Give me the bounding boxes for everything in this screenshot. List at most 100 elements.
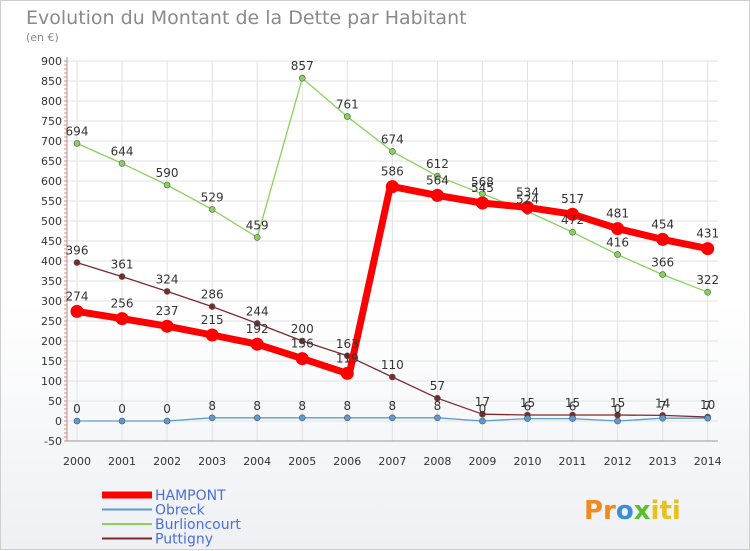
data-point xyxy=(434,414,441,422)
data-point xyxy=(118,273,126,280)
series-line xyxy=(388,183,712,253)
data-label: 119 xyxy=(336,351,359,365)
series-obreck xyxy=(73,414,712,425)
data-label: 459 xyxy=(246,218,269,232)
data-point xyxy=(115,312,129,326)
y-tick-label: 550 xyxy=(41,195,62,208)
data-point xyxy=(163,417,171,425)
legend-label: HAMPONT xyxy=(155,488,226,504)
data-point xyxy=(343,113,351,120)
y-tick-label: 900 xyxy=(41,55,62,68)
logo-part-3: x xyxy=(634,496,651,526)
data-point xyxy=(163,181,171,189)
y-tick-label: 500 xyxy=(41,215,62,228)
data-point xyxy=(434,394,441,402)
x-tick-label: 2010 xyxy=(514,455,542,468)
data-point xyxy=(614,251,621,258)
x-tick-label: 2006 xyxy=(333,455,361,468)
legend-item-puttigny: Puttigny xyxy=(102,532,213,548)
data-point xyxy=(701,242,715,256)
logo-part-4: iti xyxy=(651,496,681,526)
legend-item-burlioncourt: Burlioncourt xyxy=(102,517,241,533)
data-label: 15 xyxy=(610,396,625,410)
data-point xyxy=(389,373,396,381)
data-label: 431 xyxy=(696,227,719,241)
x-tick-label: 2002 xyxy=(153,455,181,468)
x-tick-label: 2008 xyxy=(423,455,451,468)
data-point xyxy=(298,414,306,422)
data-label: 857 xyxy=(291,59,314,73)
data-point xyxy=(73,259,81,266)
data-point xyxy=(704,288,712,296)
series-area xyxy=(70,74,715,425)
data-label: 361 xyxy=(111,258,134,272)
data-point xyxy=(656,232,670,246)
y-tick-label: 650 xyxy=(41,155,62,168)
data-label: 366 xyxy=(651,256,674,270)
data-label: 8 xyxy=(343,399,351,413)
data-point xyxy=(524,415,531,422)
data-label: 524 xyxy=(516,192,539,206)
data-point xyxy=(205,328,219,342)
data-label: 163 xyxy=(336,337,359,351)
data-label: 529 xyxy=(201,190,224,204)
y-tick-label: 150 xyxy=(41,355,62,368)
data-label: 454 xyxy=(651,217,674,231)
data-label: 590 xyxy=(156,166,179,180)
x-tick-label: 2011 xyxy=(559,455,587,468)
data-label: 256 xyxy=(111,297,134,311)
y-tick-label: 300 xyxy=(41,295,62,308)
data-label: 8 xyxy=(298,399,306,413)
y-tick-label: 450 xyxy=(41,235,62,248)
legend-label: Puttigny xyxy=(155,532,213,548)
legend-item-obreck: Obreck xyxy=(102,503,206,519)
y-tick-label: 250 xyxy=(41,315,62,328)
data-point xyxy=(118,160,126,167)
legend-label: Obreck xyxy=(155,503,206,519)
x-tick-label: 2014 xyxy=(694,455,722,468)
data-label: 322 xyxy=(696,273,719,287)
y-tick-label: 50 xyxy=(48,395,62,408)
data-point xyxy=(163,288,171,295)
y-tick-label: 350 xyxy=(41,275,62,288)
data-point xyxy=(430,188,444,202)
data-label: 534 xyxy=(516,185,539,199)
data-label: 244 xyxy=(246,304,269,318)
data-point xyxy=(118,417,126,425)
data-label: 15 xyxy=(520,396,535,410)
x-tick-label: 2001 xyxy=(108,455,136,468)
data-label: 674 xyxy=(381,132,404,146)
data-label: 8 xyxy=(253,399,261,413)
x-tick-label: 2013 xyxy=(649,455,677,468)
data-point xyxy=(704,414,712,422)
logo-text: Proxiti xyxy=(584,496,681,526)
data-label: 481 xyxy=(606,207,629,221)
data-point xyxy=(659,414,666,422)
data-point xyxy=(389,414,396,422)
data-point xyxy=(340,366,354,380)
data-point xyxy=(73,417,81,425)
data-label: 17 xyxy=(475,395,490,409)
chart-title: Evolution du Montant de la Dette par Hab… xyxy=(26,7,467,29)
data-label: 545 xyxy=(471,181,494,195)
data-point xyxy=(434,172,441,180)
y-tick-label: 200 xyxy=(41,335,62,348)
proxiti-logo: Proxiti xyxy=(584,496,681,526)
data-point xyxy=(614,417,621,425)
data-label: 586 xyxy=(381,165,404,179)
y-tick-label: 800 xyxy=(41,95,62,108)
data-point xyxy=(385,180,399,194)
data-label: 472 xyxy=(561,213,584,227)
data-labels: 6946445905294598577616746125685244724163… xyxy=(66,59,720,416)
data-label: 0 xyxy=(118,402,126,416)
x-tick-label: 2007 xyxy=(378,455,406,468)
data-point xyxy=(253,414,261,422)
data-label: 0 xyxy=(479,402,487,416)
data-point xyxy=(611,222,625,236)
x-tick-label: 2004 xyxy=(243,455,271,468)
data-label: 6 xyxy=(569,400,577,414)
y-tick-label: 850 xyxy=(41,75,62,88)
data-point xyxy=(295,352,309,366)
y-tick-label: 750 xyxy=(41,115,62,128)
